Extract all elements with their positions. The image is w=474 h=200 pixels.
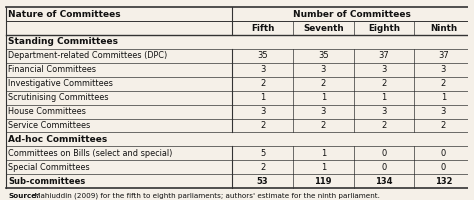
Text: 3: 3 [320,65,326,74]
Text: 37: 37 [438,51,449,60]
Text: Scrutinising Committees: Scrutinising Committees [9,93,109,102]
Text: 5: 5 [260,149,265,158]
Text: 132: 132 [435,177,452,186]
Text: Service Committees: Service Committees [9,121,91,130]
Text: Special Committees: Special Committees [9,163,90,172]
Text: 2: 2 [441,79,446,88]
Text: Financial Committees: Financial Committees [9,65,96,74]
Text: 1: 1 [441,93,446,102]
Text: 1: 1 [320,163,326,172]
Text: Nature of Committees: Nature of Committees [9,10,121,19]
Text: House Committees: House Committees [9,107,86,116]
Text: Department-related Committees (DPC): Department-related Committees (DPC) [9,51,168,60]
Text: Standing Committees: Standing Committees [9,37,118,46]
Text: 0: 0 [441,149,446,158]
Text: 3: 3 [260,107,265,116]
Text: 53: 53 [257,177,268,186]
Text: 2: 2 [381,121,386,130]
Text: 3: 3 [441,107,446,116]
Text: 3: 3 [381,107,387,116]
Text: Source:: Source: [9,193,39,199]
Text: 3: 3 [381,65,387,74]
Text: 35: 35 [318,51,328,60]
Text: 134: 134 [375,177,392,186]
Text: 3: 3 [260,65,265,74]
Text: Ad-hoc Committees: Ad-hoc Committees [9,135,108,144]
Text: 3: 3 [441,65,446,74]
Text: Number of Committees: Number of Committees [293,10,411,19]
Text: Eighth: Eighth [368,24,400,33]
Text: 119: 119 [314,177,332,186]
Text: 2: 2 [260,163,265,172]
Text: 35: 35 [257,51,268,60]
Text: Mahiuddin (2009) for the fifth to eighth parliaments; authors' estimate for the : Mahiuddin (2009) for the fifth to eighth… [32,192,380,199]
Text: 2: 2 [260,79,265,88]
Text: 3: 3 [320,107,326,116]
Text: 37: 37 [379,51,389,60]
Text: Committees on Bills (select and special): Committees on Bills (select and special) [9,149,173,158]
Text: 2: 2 [381,79,386,88]
Text: 2: 2 [260,121,265,130]
Text: Fifth: Fifth [251,24,274,33]
Text: 1: 1 [381,93,386,102]
Text: 1: 1 [260,93,265,102]
Text: 2: 2 [441,121,446,130]
Text: 2: 2 [320,121,326,130]
Text: 1: 1 [320,93,326,102]
Text: 1: 1 [320,149,326,158]
Text: 0: 0 [441,163,446,172]
Text: Sub-committees: Sub-committees [9,177,86,186]
Text: Ninth: Ninth [430,24,457,33]
Text: Investigative Committees: Investigative Committees [9,79,113,88]
Text: Seventh: Seventh [303,24,344,33]
Text: 0: 0 [381,163,386,172]
Text: 2: 2 [320,79,326,88]
Text: 0: 0 [381,149,386,158]
